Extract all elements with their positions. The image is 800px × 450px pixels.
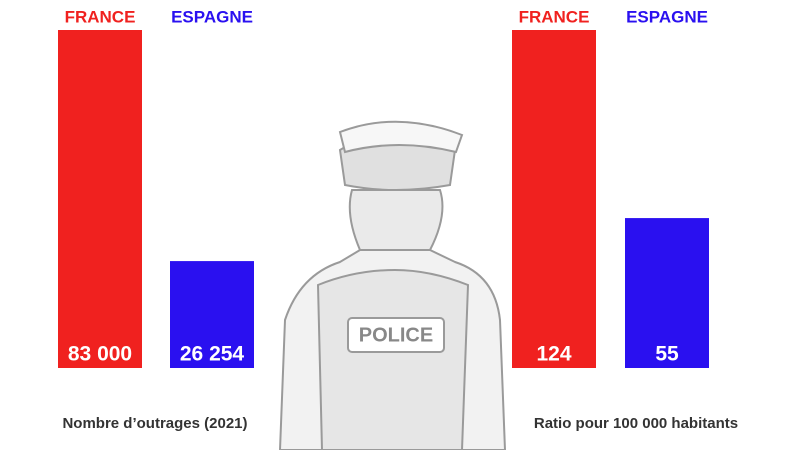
svg-text:POLICE: POLICE (359, 324, 433, 346)
category-label: ESPAGNE (171, 7, 253, 26)
x-axis-label: Nombre d’outrages (2021) (62, 415, 247, 432)
value-label: 26 254 (180, 343, 245, 366)
bar (170, 261, 254, 368)
bar (58, 30, 142, 368)
bar (512, 30, 596, 368)
category-label: FRANCE (65, 7, 136, 26)
value-label: 124 (536, 343, 571, 366)
value-label: 55 (655, 343, 679, 366)
x-axis-label: Ratio pour 100 000 habitants (534, 415, 738, 432)
category-label: FRANCE (519, 7, 590, 26)
bar (625, 218, 709, 368)
category-label: ESPAGNE (626, 7, 708, 26)
value-label: 83 000 (68, 343, 132, 366)
charts: FRANCE 83 000 ESPAGNE 26 254 Nombre d’outrag… (58, 7, 738, 432)
police-illustration: POLICE (278, 120, 507, 450)
